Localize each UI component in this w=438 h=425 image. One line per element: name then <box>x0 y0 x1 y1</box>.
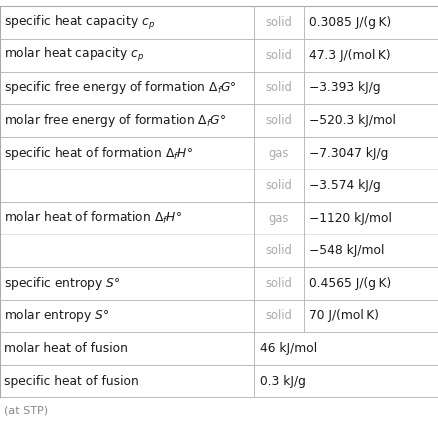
Text: −3.574 kJ/g: −3.574 kJ/g <box>308 179 379 192</box>
Text: gas: gas <box>268 212 289 225</box>
Text: solid: solid <box>265 81 292 94</box>
Text: 46 kJ/mol: 46 kJ/mol <box>260 342 317 355</box>
Text: molar entropy $S°$: molar entropy $S°$ <box>4 307 109 324</box>
Text: −548 kJ/mol: −548 kJ/mol <box>308 244 383 257</box>
Text: (at STP): (at STP) <box>4 406 49 416</box>
Text: specific heat capacity $c_p$: specific heat capacity $c_p$ <box>4 14 155 32</box>
Text: molar heat of fusion: molar heat of fusion <box>4 342 128 355</box>
Text: solid: solid <box>265 244 292 257</box>
Text: −7.3047 kJ/g: −7.3047 kJ/g <box>308 147 387 159</box>
Text: specific free energy of formation $\Delta_f G°$: specific free energy of formation $\Delt… <box>4 79 237 96</box>
Text: molar heat capacity $c_p$: molar heat capacity $c_p$ <box>4 46 144 64</box>
Text: 0.4565 J/(g K): 0.4565 J/(g K) <box>308 277 390 290</box>
Text: gas: gas <box>268 147 289 159</box>
Text: molar free energy of formation $\Delta_f G°$: molar free energy of formation $\Delta_f… <box>4 112 226 129</box>
Text: molar heat of formation $\Delta_f H°$: molar heat of formation $\Delta_f H°$ <box>4 210 182 226</box>
Text: 0.3 kJ/g: 0.3 kJ/g <box>260 374 305 388</box>
Text: solid: solid <box>265 309 292 323</box>
Text: −520.3 kJ/mol: −520.3 kJ/mol <box>308 114 395 127</box>
Text: −1120 kJ/mol: −1120 kJ/mol <box>308 212 391 225</box>
Text: 47.3 J/(mol K): 47.3 J/(mol K) <box>308 49 389 62</box>
Text: −3.393 kJ/g: −3.393 kJ/g <box>308 81 379 94</box>
Text: specific heat of fusion: specific heat of fusion <box>4 374 139 388</box>
Text: specific heat of formation $\Delta_f H°$: specific heat of formation $\Delta_f H°$ <box>4 144 193 162</box>
Text: specific entropy $S°$: specific entropy $S°$ <box>4 275 120 292</box>
Text: solid: solid <box>265 179 292 192</box>
Text: solid: solid <box>265 114 292 127</box>
Text: solid: solid <box>265 49 292 62</box>
Text: solid: solid <box>265 16 292 29</box>
Text: solid: solid <box>265 277 292 290</box>
Text: 70 J/(mol K): 70 J/(mol K) <box>308 309 378 323</box>
Text: 0.3085 J/(g K): 0.3085 J/(g K) <box>308 16 390 29</box>
